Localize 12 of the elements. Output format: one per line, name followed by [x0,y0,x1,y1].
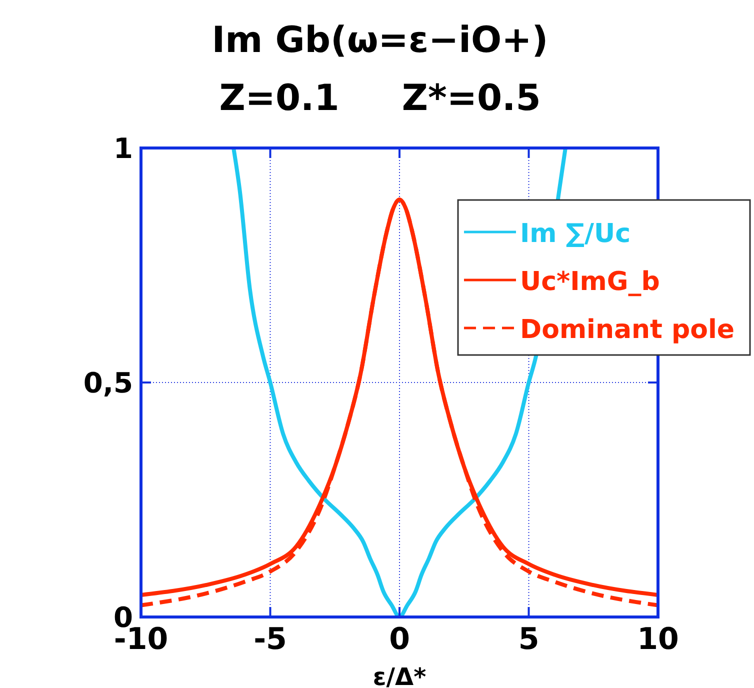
legend-label: Im ∑/Uc [520,219,630,249]
x-tick-label: 0 [389,622,410,657]
x-tick-label: -5 [254,622,287,657]
x-tick-label: 5 [518,622,540,657]
y-tick-label: 0,5 [83,366,133,400]
legend-label: Uc*ImG_b [520,267,660,297]
y-tick-label: 1 [114,132,133,165]
chart-subtitle: Z=0.1 Z*=0.5 [219,78,541,119]
x-tick-label: 10 [637,622,679,657]
legend-label: Dominant pole [520,315,735,345]
x-axis-title: ε/Δ* [372,663,427,688]
chart-title: Im Gb(ω=ε−iO+) [212,20,548,61]
